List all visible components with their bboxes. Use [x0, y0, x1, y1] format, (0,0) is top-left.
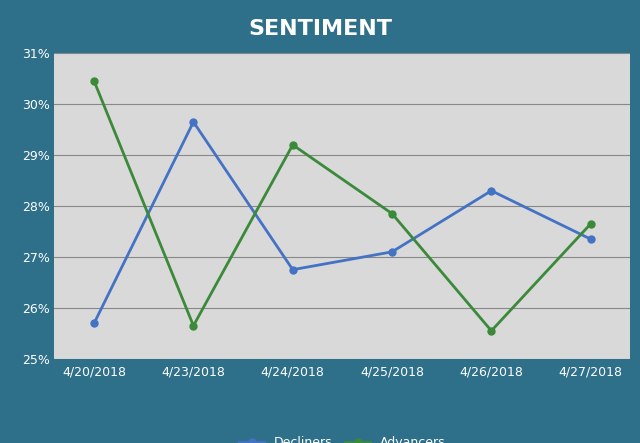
Advancers: [189, 323, 197, 328]
Decliners: [90, 320, 98, 326]
Advancers: [289, 142, 296, 148]
Line: Decliners: Decliners: [91, 118, 594, 326]
Line: Advancers: Advancers: [91, 78, 594, 334]
Decliners: [189, 119, 197, 124]
Decliners: [587, 237, 595, 242]
Decliners: [289, 267, 296, 272]
Decliners: [388, 249, 396, 254]
Advancers: [90, 78, 98, 84]
Decliners: [488, 188, 495, 193]
Advancers: [587, 221, 595, 226]
Text: SENTIMENT: SENTIMENT: [248, 19, 392, 39]
Advancers: [488, 328, 495, 334]
Legend: Decliners, Advancers: Decliners, Advancers: [236, 432, 449, 443]
Advancers: [388, 211, 396, 216]
